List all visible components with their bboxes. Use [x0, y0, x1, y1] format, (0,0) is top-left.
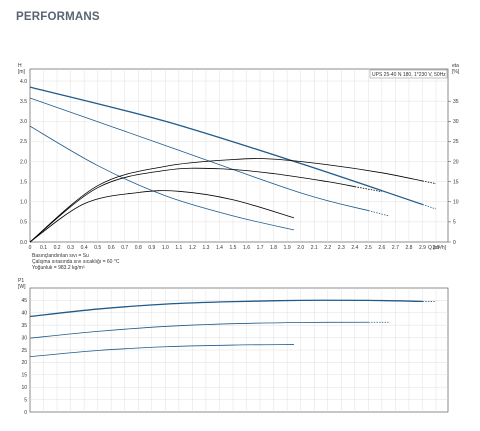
y2-tick-label: 25 — [453, 139, 459, 145]
y-tick-label: 3.0 — [20, 119, 27, 125]
x-axis-label: Q [m³/h] — [428, 245, 447, 251]
x-tick-label: 0.2 — [54, 245, 61, 251]
x-tick-label: 0.7 — [121, 245, 128, 251]
model-label-box — [369, 69, 448, 79]
x-tick-label: 2.9 — [419, 245, 426, 251]
power-curve-3 — [29, 344, 294, 358]
efficiency-curve-5-dashed — [354, 186, 382, 193]
y-tick-label: 0.5 — [20, 220, 27, 226]
x-tick-label: 1.5 — [230, 245, 237, 251]
head-efficiency-chart: 0 0.1 0.2 0.3 0.4 0.5 0.6 0.7 0.8 0.9 1.0 1.1 1.2 1.3… — [18, 63, 460, 271]
chart-note: Yoğunluk = 983.2 kg/m³ — [32, 265, 85, 271]
x-tick-label: 1.6 — [243, 245, 250, 251]
y-tick-label: 1.0 — [20, 200, 27, 206]
x-tick-label: 0.1 — [40, 245, 47, 251]
power-curve-2 — [29, 321, 369, 339]
x-tick-label: 1.7 — [257, 245, 264, 251]
efficiency-curve-6 — [29, 190, 295, 243]
x-tick-label: 1.8 — [270, 245, 277, 251]
y-tick-label: 15 — [21, 373, 27, 379]
x-tick-label: 0.8 — [135, 245, 142, 251]
y-tick-label: 30 — [21, 335, 27, 341]
head-curve-2 — [29, 97, 369, 211]
x-tick-label: 2.1 — [311, 245, 318, 251]
x-tick-label: 1.9 — [284, 245, 291, 251]
y-tick-label: 40 — [21, 311, 27, 317]
y2-axis-label: [%] — [452, 69, 460, 75]
y-axis-label: H — [18, 63, 22, 69]
y2-tick-label: 10 — [453, 200, 459, 206]
head-curve-1 — [29, 86, 423, 206]
x-tick-label: 2.5 — [365, 245, 372, 251]
efficiency-curve-4 — [29, 158, 423, 243]
y-axis-label: [W] — [18, 284, 26, 290]
head-curve-2-dashed — [368, 210, 389, 217]
y-tick-label: 5 — [24, 397, 27, 403]
power-curve-1 — [29, 299, 423, 318]
y-tick-label: 0 — [24, 410, 27, 416]
y-tick-label: 35 — [21, 323, 27, 329]
x-tick-label: 1.1 — [175, 245, 182, 251]
y-tick-label: 2.0 — [20, 159, 27, 165]
chart-note: Basınçlandırılan sıvı = Su — [32, 253, 89, 259]
y-axis-label: P1 — [18, 278, 24, 284]
y-axis-label: [m] — [18, 69, 26, 75]
plot-frame — [29, 68, 449, 243]
y-tick-label: 0.0 — [20, 240, 27, 246]
y2-tick-label: 5 — [453, 220, 456, 226]
y2-tick-label: 30 — [453, 119, 459, 125]
page-heading: PERFORMANS — [16, 11, 100, 23]
x-tick-label: 2.7 — [392, 245, 399, 251]
efficiency-curve-4-dashed — [422, 180, 437, 185]
x-tick-label: 0.6 — [108, 245, 115, 251]
y-tick-label: 45 — [21, 298, 27, 304]
y-tick-label: 4.0 — [20, 79, 27, 85]
x-tick-label: 0 — [29, 245, 32, 251]
chart-note: Çalışma sırasında sıvı sıcaklığı = 60 °C — [32, 259, 120, 265]
x-tick-label: 0.4 — [81, 245, 88, 251]
y-tick-label: 25 — [21, 348, 27, 354]
y2-axis-label: eta — [452, 63, 459, 69]
x-tick-label: 2.0 — [297, 245, 304, 251]
x-tick-label: 2.3 — [338, 245, 345, 251]
x-tick-label: 1.4 — [216, 245, 223, 251]
x-tick-label: 2.4 — [351, 245, 358, 251]
x-tick-label: 0.3 — [67, 245, 74, 251]
head-curve-1-dashed — [422, 204, 437, 210]
x-tick-label: 3.0 — [433, 245, 440, 251]
x-tick-label: 1.2 — [189, 245, 196, 251]
y-tick-label: 3.5 — [20, 99, 27, 105]
y-tick-label: 2.5 — [20, 139, 27, 145]
x-tick-label: 2.2 — [324, 245, 331, 251]
x-tick-label: 1.0 — [162, 245, 169, 251]
y2-tick-label: 15 — [453, 179, 459, 185]
y-tick-label: 1.5 — [20, 179, 27, 185]
y-tick-label: 10 — [21, 385, 27, 391]
x-tick-label: 1.3 — [202, 245, 209, 251]
y-tick-label: 20 — [21, 360, 27, 366]
y2-tick-label: 0 — [453, 240, 456, 246]
x-tick-label: 0.9 — [148, 245, 155, 251]
power-chart: 0 5 10 15 20 25 30 35 40 45 P1[W] — [18, 278, 449, 416]
head-curve-3 — [29, 125, 294, 231]
model-label: UPS 25-40 N 180, 1*230 V, 50Hz — [372, 72, 446, 78]
x-tick-label: 2.8 — [405, 245, 412, 251]
x-tick-label: 0.5 — [94, 245, 101, 251]
x-tick-label: 2.6 — [378, 245, 385, 251]
y2-tick-label: 35 — [453, 99, 459, 105]
y2-tick-label: 20 — [453, 159, 459, 165]
efficiency-curve-5 — [29, 167, 355, 243]
